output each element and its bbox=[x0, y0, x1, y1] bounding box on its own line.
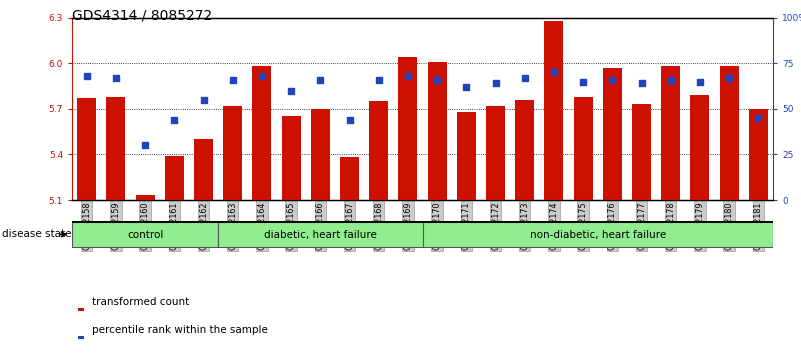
Bar bbox=[749, 109, 768, 200]
Point bbox=[548, 70, 561, 75]
Bar bbox=[719, 66, 739, 200]
Bar bbox=[486, 106, 505, 200]
Bar bbox=[398, 57, 417, 200]
Point bbox=[431, 77, 444, 82]
Point bbox=[168, 117, 181, 122]
Point bbox=[752, 115, 765, 121]
Bar bbox=[218, 222, 423, 247]
Bar bbox=[107, 97, 126, 200]
Point bbox=[489, 80, 502, 86]
Point bbox=[664, 77, 677, 82]
Bar bbox=[311, 109, 330, 200]
Point bbox=[372, 77, 385, 82]
Bar bbox=[78, 308, 83, 311]
Point bbox=[606, 77, 618, 82]
Bar bbox=[662, 66, 680, 200]
Text: percentile rank within the sample: percentile rank within the sample bbox=[91, 325, 268, 335]
Point bbox=[284, 88, 297, 93]
Bar bbox=[428, 62, 447, 200]
Point bbox=[139, 142, 151, 148]
Bar bbox=[369, 101, 388, 200]
Point bbox=[518, 75, 531, 81]
Point bbox=[401, 73, 414, 79]
Point bbox=[256, 73, 268, 79]
Bar bbox=[78, 336, 83, 339]
Text: GDS4314 / 8085272: GDS4314 / 8085272 bbox=[72, 9, 212, 23]
Text: non-diabetic, heart failure: non-diabetic, heart failure bbox=[529, 229, 666, 240]
Point bbox=[577, 79, 590, 84]
Point bbox=[110, 75, 123, 81]
Point bbox=[460, 84, 473, 90]
Bar bbox=[77, 98, 96, 200]
Bar bbox=[515, 100, 534, 200]
Bar bbox=[223, 106, 242, 200]
Bar bbox=[340, 158, 359, 200]
Bar bbox=[423, 222, 773, 247]
Point bbox=[343, 117, 356, 122]
Bar bbox=[135, 195, 155, 200]
Point bbox=[314, 77, 327, 82]
Point bbox=[197, 97, 210, 103]
Bar bbox=[574, 97, 593, 200]
Bar bbox=[165, 156, 183, 200]
Text: transformed count: transformed count bbox=[91, 297, 189, 307]
Bar bbox=[194, 139, 213, 200]
Bar bbox=[282, 116, 300, 200]
Text: disease state: disease state bbox=[2, 229, 72, 239]
Point bbox=[635, 80, 648, 86]
Bar bbox=[545, 21, 563, 200]
Bar bbox=[457, 112, 476, 200]
Bar bbox=[72, 222, 218, 247]
Point bbox=[227, 77, 239, 82]
Bar bbox=[632, 104, 651, 200]
Bar bbox=[603, 68, 622, 200]
Bar bbox=[690, 95, 710, 200]
Point bbox=[80, 73, 93, 79]
Bar bbox=[252, 66, 272, 200]
Point bbox=[723, 75, 735, 81]
Point bbox=[694, 79, 706, 84]
Text: control: control bbox=[127, 229, 163, 240]
Text: diabetic, heart failure: diabetic, heart failure bbox=[264, 229, 376, 240]
